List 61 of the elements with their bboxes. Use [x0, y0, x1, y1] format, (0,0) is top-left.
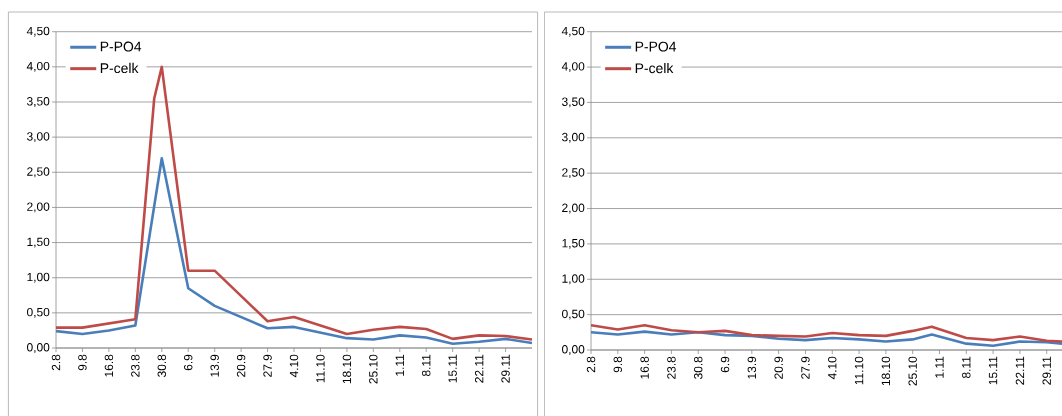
- y-tick-label: 2,50: [27, 167, 50, 178]
- y-tick-label: 3,00: [26, 132, 50, 143]
- x-tick-label: 11.10: [316, 354, 325, 383]
- x-tick-label: 16.8: [640, 356, 649, 379]
- y-tick-label: 3,50: [26, 97, 50, 107]
- y-tick-label: 2,00: [27, 202, 50, 213]
- x-tick-label: 25.10: [369, 354, 378, 384]
- y-tick-label: 3,00: [562, 132, 585, 143]
- x-tick-label: 13.9: [747, 356, 757, 379]
- x-tick-label: 16.8: [104, 354, 114, 377]
- x-tick-label: 2.8: [586, 356, 596, 373]
- x-tick-label: 15.11: [988, 356, 998, 385]
- x-tick-label: 1.11: [935, 356, 944, 378]
- y-tick-label: 4,00: [561, 62, 585, 73]
- y-tick-label: 4,50: [26, 26, 50, 37]
- x-tick-label: 27.9: [801, 356, 810, 379]
- y-tick-label: 1,50: [562, 238, 585, 249]
- y-tick-label: 2,50: [562, 168, 585, 179]
- x-tick-label: 4.10: [828, 356, 837, 380]
- x-tick-label: 23.8: [667, 356, 676, 379]
- x-tick-label: 6.9: [720, 356, 730, 373]
- y-tick-label: 4,50: [561, 26, 585, 37]
- line-series: [591, 323, 1062, 343]
- x-tick-label: 18.10: [342, 354, 352, 384]
- x-tick-label: 29.11: [501, 354, 510, 383]
- y-tick-label: 1,50: [27, 237, 50, 248]
- y-tick-label: 1,00: [562, 274, 585, 285]
- y-tick-label: 1,00: [27, 272, 50, 283]
- x-tick-label: 8.11: [422, 354, 431, 377]
- x-tick-label: 30.8: [157, 354, 167, 378]
- x-tick-label: 11.10: [854, 356, 864, 385]
- x-tick-label: 9.8: [78, 354, 87, 371]
- x-tick-label: 4.10: [289, 354, 299, 378]
- legend-label: P-PO4: [100, 41, 142, 52]
- legend-label: P-celk: [635, 62, 674, 74]
- x-tick-label: 13.9: [210, 354, 219, 377]
- x-tick-label: 2.8: [51, 354, 61, 371]
- x-tick-label: 22.11: [1015, 356, 1025, 385]
- y-tick-label: 4,00: [26, 61, 50, 72]
- x-tick-label: 27.9: [263, 354, 272, 377]
- x-tick-label: 18.10: [881, 356, 891, 386]
- y-tick-label: 0,00: [27, 343, 50, 353]
- x-tick-label: 1.11: [395, 354, 404, 376]
- x-tick-label: 30.8: [694, 356, 703, 380]
- y-tick-label: 3,50: [562, 97, 585, 108]
- x-tick-label: 29.11: [1042, 356, 1051, 385]
- x-tick-label: 20.9: [774, 356, 783, 379]
- y-tick-label: 2,00: [562, 203, 585, 214]
- x-tick-label: 22.11: [474, 354, 484, 383]
- y-tick-label: 0,00: [562, 345, 585, 355]
- x-tick-label: 8.11: [962, 356, 971, 379]
- y-tick-label: 0,50: [27, 307, 50, 318]
- legend-label: P-celk: [100, 62, 139, 74]
- x-tick-label: 6.9: [184, 354, 193, 371]
- x-tick-label: 25.10: [908, 356, 917, 386]
- legend-label: P-PO4: [635, 41, 677, 52]
- x-tick-label: 20.9: [236, 354, 246, 377]
- x-tick-label: 23.8: [131, 354, 140, 377]
- x-tick-label: 15.11: [448, 354, 457, 383]
- y-tick-label: 0,50: [562, 309, 585, 320]
- x-tick-label: 9.8: [613, 356, 623, 373]
